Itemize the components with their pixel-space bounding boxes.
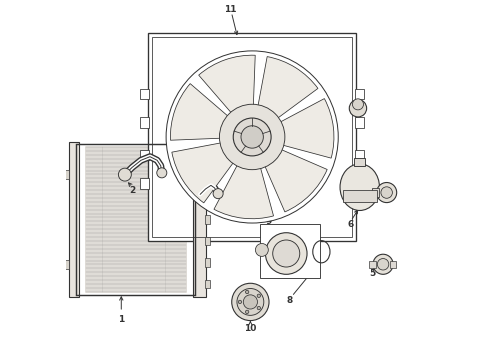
Circle shape xyxy=(257,306,261,310)
Text: 5: 5 xyxy=(369,269,375,278)
Bar xyxy=(205,237,210,245)
Text: 3: 3 xyxy=(197,197,203,206)
Bar xyxy=(369,261,376,268)
Circle shape xyxy=(373,254,393,274)
Wedge shape xyxy=(214,162,273,219)
Text: 11: 11 xyxy=(224,5,237,14)
Wedge shape xyxy=(171,84,231,140)
Bar xyxy=(76,144,195,295)
Bar xyxy=(140,89,149,99)
Bar xyxy=(342,186,377,194)
Wedge shape xyxy=(264,148,327,212)
Bar xyxy=(148,33,356,241)
Circle shape xyxy=(273,240,300,267)
Bar xyxy=(260,224,319,278)
Wedge shape xyxy=(257,57,318,120)
Bar xyxy=(193,142,205,297)
Bar xyxy=(64,170,69,179)
Circle shape xyxy=(266,233,307,274)
Bar xyxy=(205,280,210,288)
Circle shape xyxy=(119,168,131,181)
Circle shape xyxy=(349,100,367,117)
Bar xyxy=(152,37,352,237)
Bar xyxy=(205,172,210,181)
Circle shape xyxy=(377,183,397,203)
Text: 6: 6 xyxy=(348,220,354,229)
Bar xyxy=(85,146,187,293)
Circle shape xyxy=(238,300,242,303)
Circle shape xyxy=(245,290,249,294)
Bar xyxy=(390,261,396,268)
Circle shape xyxy=(377,258,389,270)
Bar xyxy=(371,188,379,197)
Circle shape xyxy=(220,104,285,170)
Text: 4: 4 xyxy=(376,192,383,201)
Wedge shape xyxy=(277,99,334,158)
Circle shape xyxy=(257,294,261,297)
Wedge shape xyxy=(172,142,235,203)
Bar xyxy=(354,158,366,166)
Text: 1: 1 xyxy=(118,315,124,324)
Text: 2: 2 xyxy=(129,186,135,195)
Circle shape xyxy=(213,189,223,199)
Circle shape xyxy=(244,295,257,309)
Circle shape xyxy=(237,288,264,315)
Bar xyxy=(355,149,364,160)
Bar xyxy=(355,178,364,189)
Text: 10: 10 xyxy=(244,324,257,333)
Circle shape xyxy=(233,118,271,156)
Ellipse shape xyxy=(340,164,379,211)
Circle shape xyxy=(255,243,269,256)
Circle shape xyxy=(157,168,167,178)
Circle shape xyxy=(232,283,269,320)
Bar xyxy=(69,142,79,297)
Wedge shape xyxy=(198,55,255,116)
Bar xyxy=(205,258,210,267)
Bar xyxy=(205,194,210,202)
Bar xyxy=(205,215,210,224)
Circle shape xyxy=(166,51,338,223)
Bar xyxy=(343,190,376,202)
Circle shape xyxy=(352,99,364,110)
Text: 8: 8 xyxy=(287,296,293,305)
Bar xyxy=(140,149,149,160)
Bar xyxy=(140,117,149,128)
Circle shape xyxy=(381,187,392,198)
Bar xyxy=(140,178,149,189)
Bar xyxy=(355,89,364,99)
Text: 9: 9 xyxy=(265,217,271,226)
Circle shape xyxy=(245,310,249,314)
Bar xyxy=(355,117,364,128)
Bar xyxy=(64,260,69,269)
Bar xyxy=(205,150,210,159)
Circle shape xyxy=(241,126,263,148)
Text: 7: 7 xyxy=(353,105,359,114)
